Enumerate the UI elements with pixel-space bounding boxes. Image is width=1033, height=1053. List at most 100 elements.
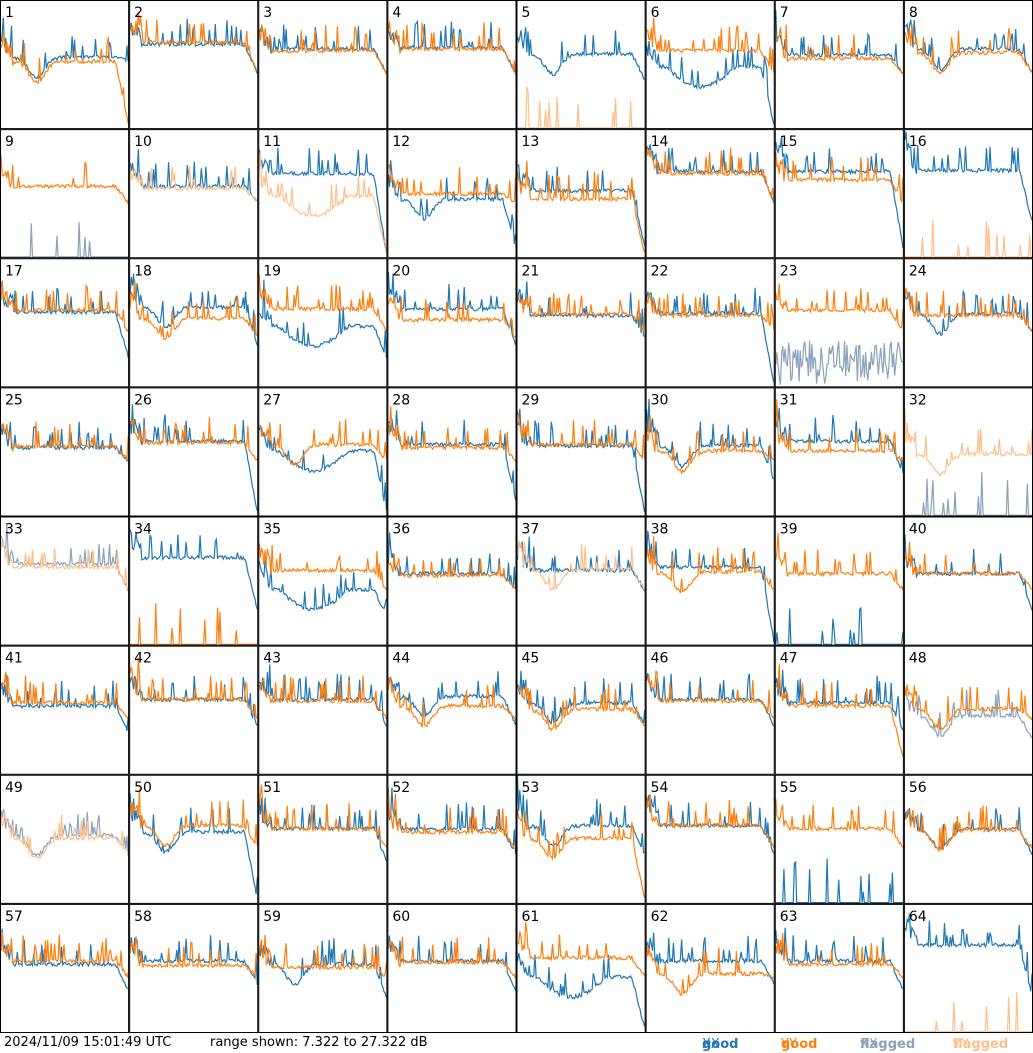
series-xx-panel-3 (258, 24, 387, 73)
panel-label-4: 4 (392, 5, 401, 21)
series-xx-panel-19 (258, 279, 387, 358)
panel-label-63: 63 (780, 909, 798, 925)
panel-46: 46 (645, 645, 775, 775)
panel-frame-5 (516, 0, 646, 130)
panel-frame-37 (516, 516, 646, 646)
panel-label-9: 9 (5, 134, 14, 150)
series-yy-panel-59 (258, 934, 387, 977)
timestamp: 2024/11/09 15:01:49 UTC (4, 1035, 172, 1050)
panel-27: 27 (258, 387, 388, 517)
series-yy-panel-6 (646, 17, 775, 73)
panel-label-36: 36 (392, 522, 410, 538)
panel-22: 22 (645, 258, 775, 388)
panel-44: 44 (387, 645, 517, 775)
series-yy-panel-40 (904, 541, 1033, 590)
panel-38: 38 (645, 516, 775, 646)
series-xx-panel-11 (258, 147, 387, 253)
panel-frame-20 (387, 258, 517, 388)
series-yy-panel-28 (387, 406, 516, 462)
panel-label-26: 26 (134, 392, 152, 408)
panel-frame-18 (129, 258, 259, 388)
panel-15: 15 (774, 129, 904, 259)
panel-label-24: 24 (909, 263, 927, 279)
series-yy-panel-32 (904, 408, 1033, 477)
series-xx-panel-9 (1, 222, 129, 258)
panel-20: 20 (387, 258, 517, 388)
panel-frame-36 (387, 516, 517, 646)
series-yy-panel-62 (646, 945, 775, 996)
series-xx-panel-18 (129, 273, 258, 346)
series-yy-panel-29 (516, 410, 646, 459)
series-yy-panel-23 (775, 283, 904, 329)
panel-41: 41 (0, 645, 130, 775)
panel-52: 52 (387, 774, 517, 904)
series-yy-panel-36 (387, 553, 516, 590)
panel-label-39: 39 (780, 522, 798, 538)
panel-frame-25 (0, 387, 130, 517)
panel-label-61: 61 (522, 909, 540, 925)
series-yy-panel-58 (129, 936, 258, 976)
panel-label-20: 20 (392, 263, 410, 279)
panel-label-29: 29 (522, 392, 540, 408)
panel-frame-57 (0, 903, 130, 1033)
panel-51: 51 (258, 774, 388, 904)
panel-8: 8 (903, 0, 1033, 130)
panel-45: 45 (516, 645, 646, 775)
panel-frame-21 (516, 258, 646, 388)
legend-flagged-yy-pol: YY (953, 1037, 969, 1052)
panel-55: 55 (774, 774, 904, 904)
panel-label-48: 48 (909, 651, 927, 667)
panel-label-6: 6 (651, 5, 660, 21)
panel-33: 33 (0, 516, 130, 646)
series-yy-panel-56 (904, 805, 1033, 854)
series-yy-panel-25 (0, 421, 129, 461)
panel-label-1: 1 (5, 5, 14, 21)
panel-32: 32 (903, 387, 1033, 517)
panel-16: 16 (903, 129, 1033, 259)
series-yy-panel-5 (517, 86, 645, 129)
panel-label-12: 12 (392, 134, 410, 150)
panel-56: 56 (903, 774, 1033, 904)
panel-40: 40 (903, 516, 1033, 646)
series-xx-panel-36 (387, 532, 517, 590)
panel-label-28: 28 (392, 392, 410, 408)
series-xx-panel-64 (904, 913, 1033, 992)
panel-14: 14 (645, 129, 775, 259)
series-xx-panel-61 (516, 952, 646, 1027)
series-xx-panel-41 (0, 674, 129, 732)
series-xx-panel-30 (646, 398, 775, 480)
series-xx-panel-16 (904, 131, 1033, 221)
series-yy-panel-48 (904, 684, 1033, 731)
panel-frame-60 (387, 903, 517, 1033)
series-yy-panel-1 (0, 33, 129, 124)
panel-21: 21 (516, 258, 646, 388)
series-xx-panel-17 (0, 280, 129, 358)
series-xx-panel-34 (129, 529, 258, 610)
panel-frame-43 (258, 645, 388, 775)
panel-39: 39 (774, 516, 904, 646)
series-yy-panel-44 (387, 676, 517, 728)
series-yy-panel-55 (775, 798, 904, 848)
series-yy-panel-51 (258, 784, 387, 848)
panel-frame-14 (645, 129, 775, 259)
series-xx-panel-21 (516, 281, 645, 337)
series-yy-panel-17 (0, 282, 129, 333)
panel-9: 9 (0, 129, 130, 259)
panel-26: 26 (129, 387, 259, 517)
panel-61: 61 (516, 903, 646, 1033)
legend-good-yy-pol: YY (781, 1037, 797, 1052)
panel-frame-27 (258, 387, 388, 517)
panel-label-57: 57 (5, 909, 23, 925)
panel-label-50: 50 (134, 780, 152, 796)
panel-label-22: 22 (651, 263, 669, 279)
panel-label-8: 8 (909, 5, 918, 21)
series-yy-panel-45 (517, 683, 645, 732)
panel-59: 59 (258, 903, 388, 1033)
panel-frame-26 (129, 387, 259, 517)
series-xx-panel-58 (129, 935, 258, 986)
series-yy-panel-22 (646, 292, 775, 330)
series-yy-panel-15 (775, 151, 904, 202)
panel-frame-3 (258, 0, 388, 130)
panel-frame-30 (645, 387, 775, 517)
panel-frame-54 (645, 774, 775, 904)
